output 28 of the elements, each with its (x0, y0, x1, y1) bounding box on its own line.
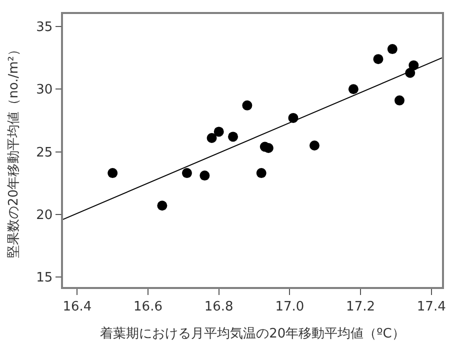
y-tick-label: 30 (36, 82, 53, 98)
point (157, 200, 168, 211)
point (182, 168, 192, 178)
x-tick-label: 17.4 (416, 299, 446, 314)
y-axis-title: 堅果数の20年移動平均値（no./m²） (6, 43, 22, 258)
x-tick-label: 17.0 (275, 299, 304, 314)
point (108, 168, 118, 178)
y-tick-label: 15 (36, 270, 53, 286)
point (373, 54, 384, 64)
x-tick-label: 17.2 (346, 299, 376, 314)
point (206, 132, 217, 143)
y-tick-label: 25 (36, 145, 53, 160)
point (387, 44, 398, 54)
x-tick-label: 16.6 (134, 299, 162, 314)
y-tick-label: 35 (36, 20, 53, 36)
point (228, 132, 238, 142)
x-tick-label: 16.8 (204, 299, 234, 314)
point (394, 95, 404, 106)
point (242, 100, 252, 110)
x-axis-title: 着葉期における月平均気温の20年移動平均値（ºC） (100, 325, 405, 342)
point (214, 126, 224, 137)
point (348, 84, 358, 94)
point (200, 170, 210, 181)
y-tick-label: 20 (36, 208, 53, 223)
x-tick-label: 16.4 (62, 299, 92, 314)
point (256, 168, 266, 178)
point (309, 140, 320, 150)
point (408, 60, 419, 70)
